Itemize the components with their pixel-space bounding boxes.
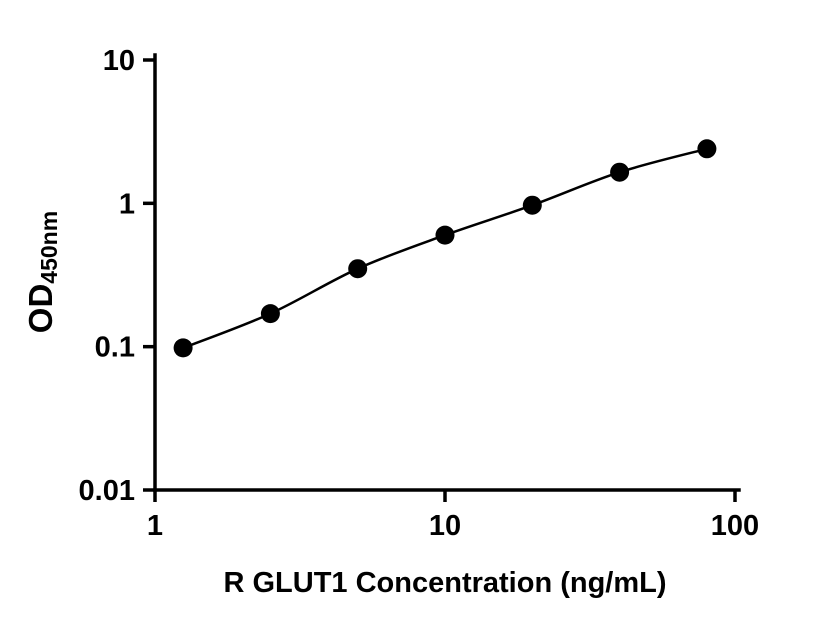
data-point-marker <box>173 338 193 358</box>
y-tick-label: 0.01 <box>79 475 135 507</box>
y-axis-label-main: OD <box>22 284 59 334</box>
data-point-marker <box>435 225 455 245</box>
y-axis-label-subscript: 450nm <box>36 211 62 284</box>
x-tick-label: 100 <box>711 510 759 542</box>
data-point-marker <box>697 139 717 159</box>
data-point-marker <box>610 162 630 182</box>
y-tick-label: 10 <box>103 45 135 77</box>
x-axis-label: R GLUT1 Concentration (ng/mL) <box>223 567 666 599</box>
x-tick-label: 10 <box>429 510 461 542</box>
y-tick-label: 1 <box>119 188 135 220</box>
standard-curve-line <box>182 147 708 350</box>
data-point-marker <box>348 259 368 279</box>
data-point-marker <box>522 195 542 215</box>
x-tick-label: 1 <box>147 510 163 542</box>
y-tick-label: 0.1 <box>95 332 135 364</box>
data-point-marker <box>260 304 280 324</box>
plot-area: 1 10 100 10 1 0.1 0.01 <box>79 45 760 542</box>
y-axis-label: OD450nm <box>22 211 62 333</box>
